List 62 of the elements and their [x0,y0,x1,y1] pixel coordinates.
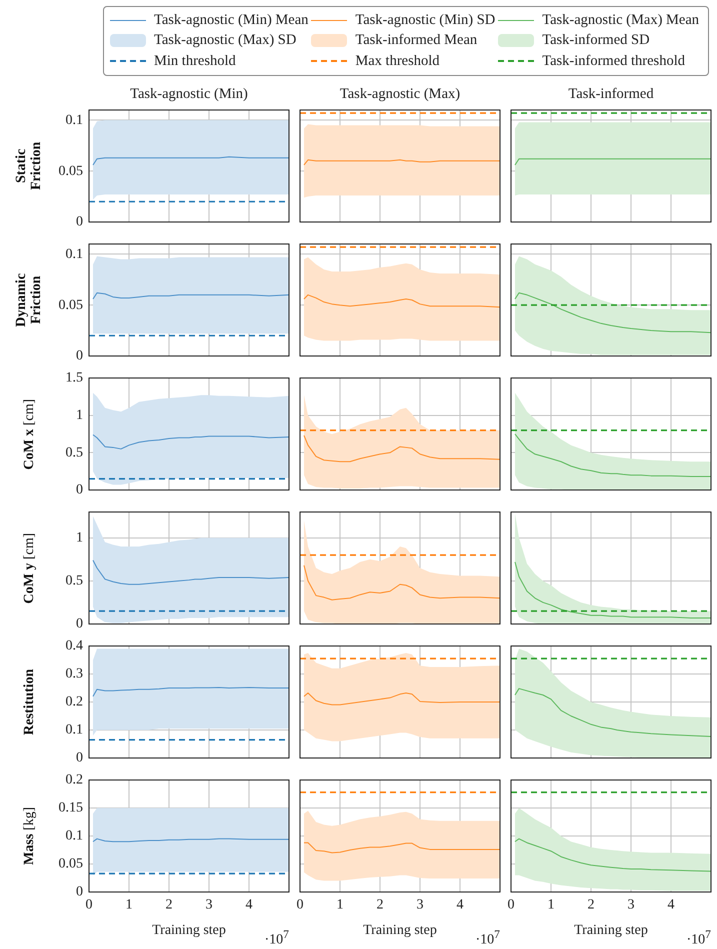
x-axis-title: Training step [363,923,437,938]
x-axis-title: Training step [152,923,226,938]
x-tick-label: 1 [336,898,344,913]
y-tick-label: 1 [76,530,83,546]
chart-title: Task-informed [567,86,655,103]
y-tick-label: 0.2 [66,694,83,710]
text: ·10$^{7}$ [474,928,500,949]
y-axis-title: Static Friction [14,142,44,190]
x-tick-label: 4 [246,898,252,913]
x-tick-label: 1 [548,898,554,913]
y-tick-label: 1.5 [66,370,83,386]
y-tick-label: 0.05 [58,298,83,313]
text: ·10$^{7}$ [686,928,711,949]
text: Task-agnostic (Max) SD [154,32,296,50]
y-tick-label: 0.1 [66,246,83,262]
x-tick-label: 2 [376,898,384,913]
x-tick-label: 3 [628,898,634,913]
text: ·10$^{7}$ [264,928,289,949]
x-tick-label: 0 [86,898,92,913]
y-tick-label: 0.05 [58,164,83,179]
y-tick-label: 0 [76,348,83,364]
y-tick-label: 1 [76,408,83,424]
y-tick-label: 0 [76,884,83,900]
y-tick-label: 0.1 [66,722,83,738]
x-tick-label: 3 [416,898,424,913]
y-tick-label: 0 [76,214,83,230]
x-axis-title: Training step [574,923,648,938]
legend-label: Max threshold [355,52,440,70]
chart-title: Task-agnostic (Min) [129,86,249,103]
x-tick-label: 3 [206,898,212,913]
y-axis-title: Mass [kg] [22,807,36,865]
x-tick-label: 4 [668,898,674,913]
x-tick-label: 1 [126,898,132,913]
y-tick-label: 0.4 [66,638,83,654]
legend-label: Task-agnostic (Max) Mean [542,12,700,29]
chart-title: Task-agnostic (Max) [338,86,462,103]
x-tick-label: 2 [588,898,594,913]
x-tick-label: 0 [508,898,514,913]
x-tick-label: 4 [456,898,464,913]
y-axis-title: CoM y [cm] [22,532,36,604]
y-tick-label: 0.2 [66,772,83,788]
legend-label: Task-agnostic (Min) SD [355,12,496,29]
x-tick-label: 2 [166,898,172,913]
y-axis-title: Restitution [22,668,36,736]
text: Task-informed SD [542,32,650,50]
text: Task-informed Mean [355,32,478,50]
y-tick-label: 0.5 [66,445,83,460]
y-tick-label: 0 [76,750,83,766]
y-tick-label: 0.5 [66,574,83,589]
legend-label: Task-agnostic (Min) Mean [154,12,308,29]
y-tick-label: 0 [76,616,83,632]
y-tick-label: 0 [76,482,83,498]
y-axis-title: CoM x [cm] [22,398,36,470]
legend-label: Task-informed threshold [542,52,685,70]
y-tick-label: 0.1 [66,112,83,128]
y-tick-label: 0.3 [66,666,83,682]
y-tick-label: 0.15 [58,800,83,816]
y-axis-title: Dynamic Friction [14,273,44,327]
y-tick-label: 0.05 [58,856,83,872]
x-tick-label: 0 [296,898,304,913]
legend-label: Min threshold [154,52,236,70]
y-tick-label: 0.1 [66,828,83,844]
